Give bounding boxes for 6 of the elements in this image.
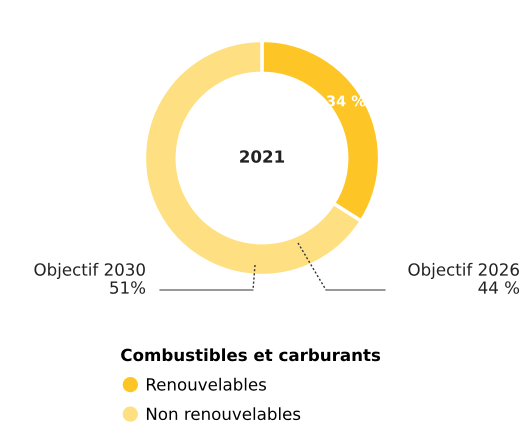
legend-label: Non renouvelables (146, 407, 300, 420)
legend-title: Combustibles et carburants (121, 348, 380, 362)
text: Objectif 2026 44 % (408, 262, 520, 294)
legend-label: Renouvelables (146, 378, 266, 391)
text: Objectif 2030 51% (34, 262, 146, 294)
text: 2021 (240, 150, 284, 163)
